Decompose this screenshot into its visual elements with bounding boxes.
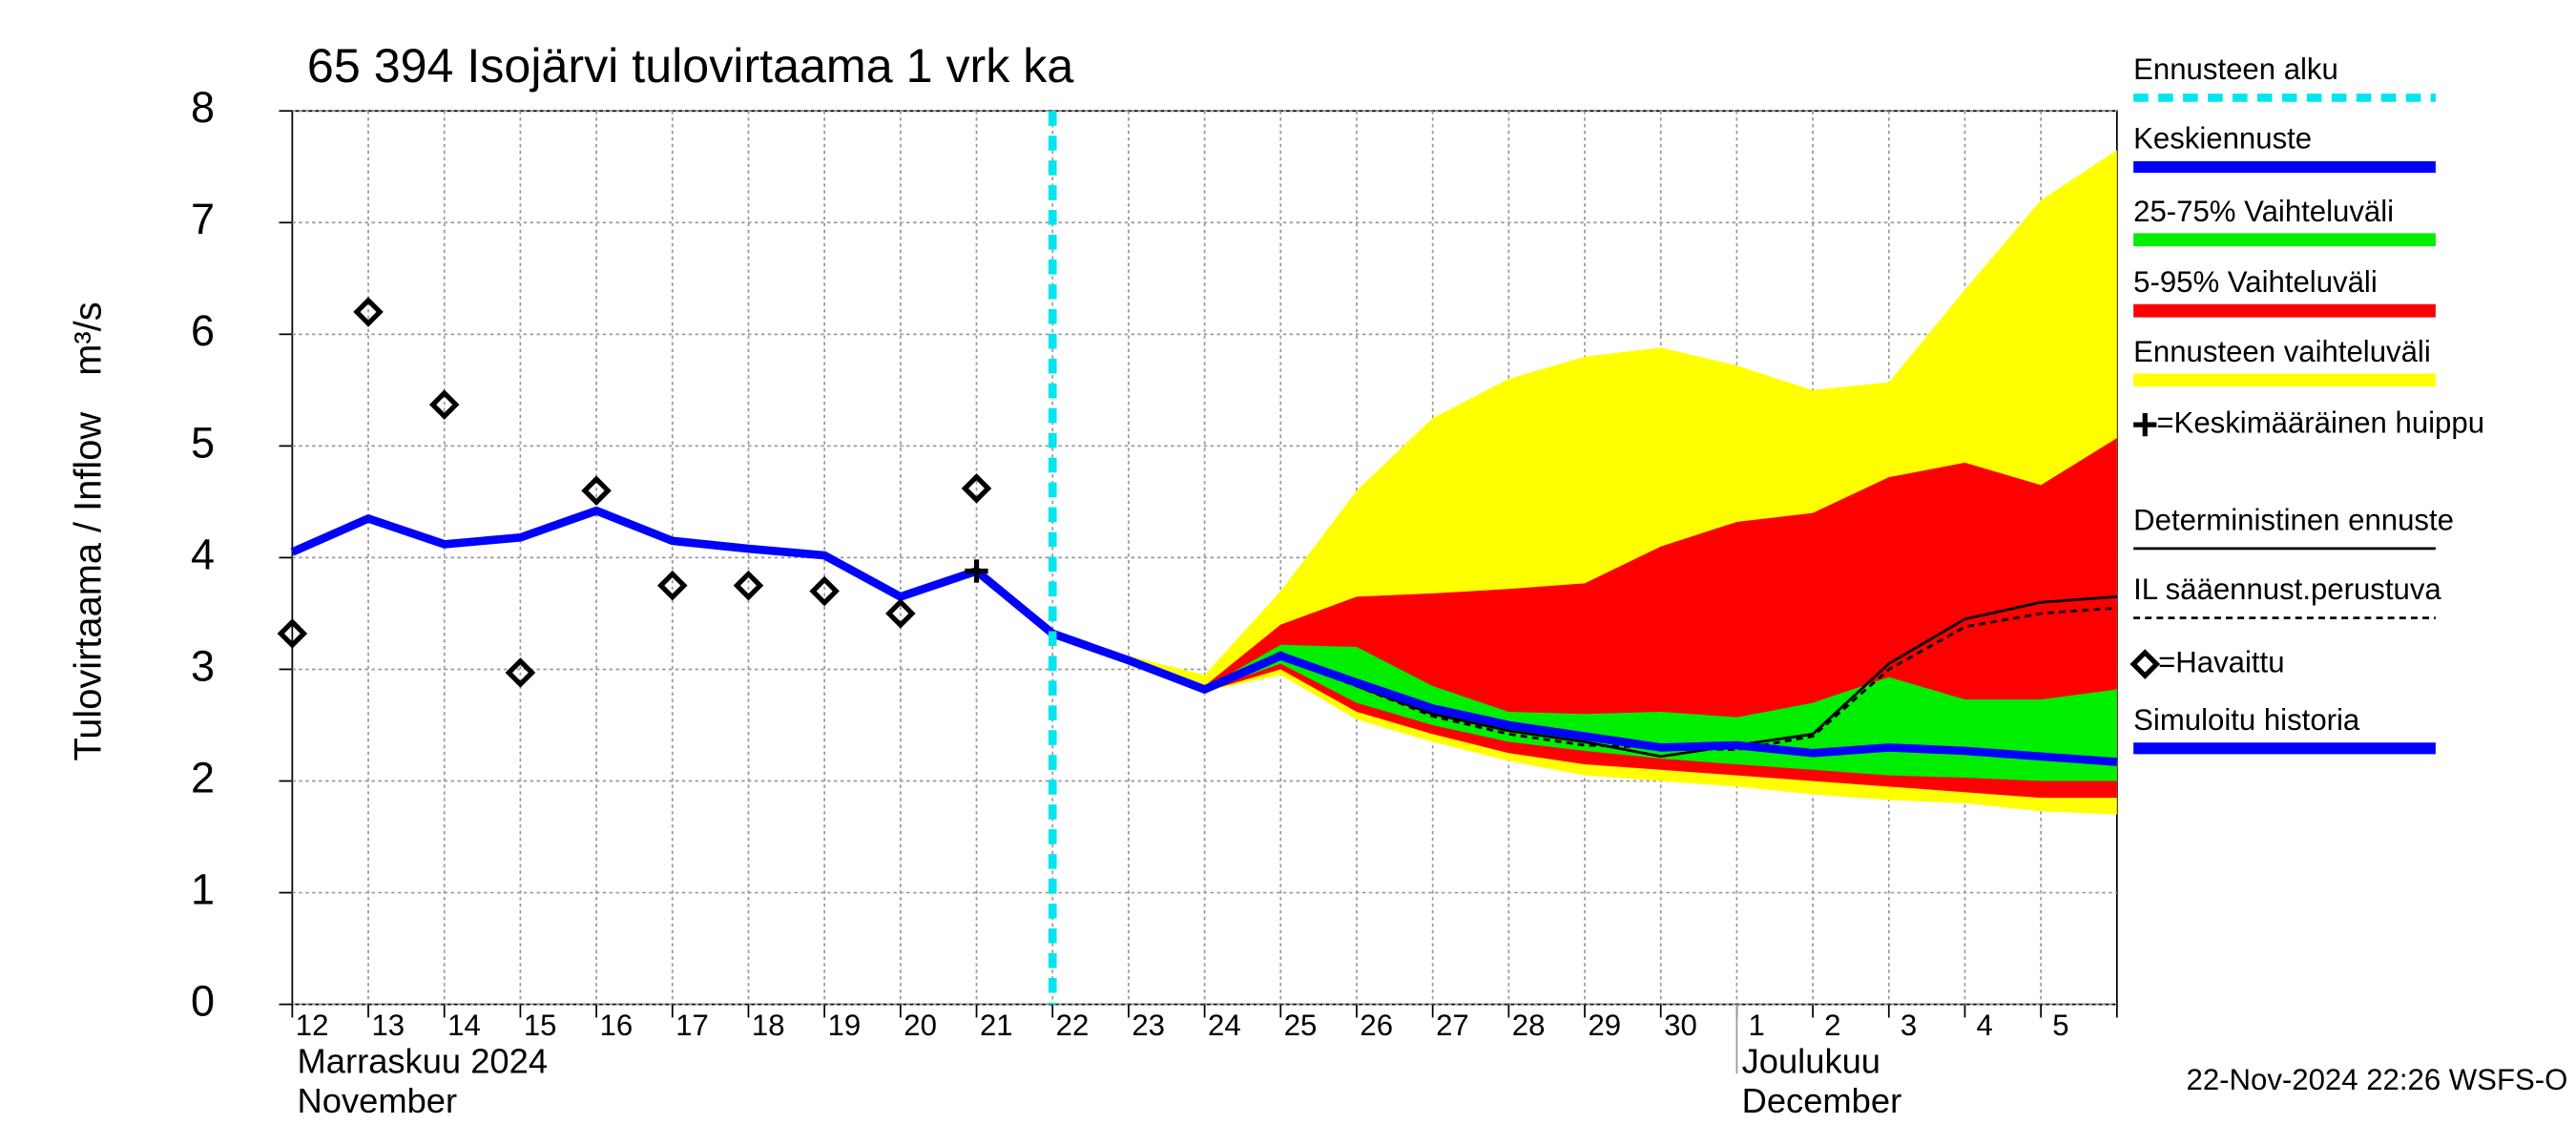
legend-label: 25-75% Vaihteluväli (2133, 195, 2394, 228)
observed-point (277, 618, 308, 649)
footer: 22-Nov-2024 22:26 WSFS-O (2187, 1063, 2568, 1096)
x-tick-label: 1 (1749, 1009, 1765, 1042)
line (290, 506, 1055, 637)
x-tick-label: 4 (1977, 1009, 1993, 1042)
x-tick-label: 12 (296, 1009, 329, 1042)
x-tick-label: 13 (371, 1009, 405, 1042)
x-tick-label: 20 (904, 1009, 937, 1042)
legend-label: 5-95% Vaihteluväli (2133, 265, 2378, 299)
y-tick-label: 6 (191, 306, 215, 355)
observed-point (809, 575, 840, 607)
x-tick-label: 16 (600, 1009, 634, 1042)
y-tick-label: 2 (191, 753, 215, 802)
x-tick-label: 3 (1901, 1009, 1917, 1042)
x-tick-label: 14 (447, 1009, 481, 1042)
legend-swatch (2133, 412, 2157, 437)
observed-point (656, 570, 688, 601)
legend-label: Deterministinen ennuste (2133, 503, 2454, 536)
observed-point (353, 297, 384, 327)
observed-point (733, 570, 764, 601)
y-tick-label: 8 (191, 83, 215, 132)
x-tick-label: 28 (1512, 1009, 1546, 1042)
x-tick-label: 21 (980, 1009, 1013, 1042)
x-tick-label: 17 (675, 1009, 709, 1042)
legend-label: Ennusteen alku (2133, 52, 2338, 86)
x-tick-label: 15 (524, 1009, 557, 1042)
x-tick-label: 24 (1208, 1009, 1241, 1042)
x-tick-label: 26 (1360, 1009, 1393, 1042)
x-tick-label: 30 (1664, 1009, 1697, 1042)
legend-label: =Havaittu (2158, 645, 2284, 678)
line (1050, 629, 2118, 766)
legend-label: =Keskimääräinen huippu (2156, 406, 2484, 439)
x-tick-label: 25 (1284, 1009, 1318, 1042)
observed-point (961, 473, 992, 504)
x-tick-label: 2 (1824, 1009, 1840, 1042)
y-tick-label: 1 (191, 864, 215, 913)
month-label: Marraskuu 2024 (298, 1041, 549, 1080)
legend-label: Simuloitu historia (2133, 703, 2360, 737)
x-tick-label: 23 (1132, 1009, 1165, 1042)
x-tick-label: 19 (828, 1009, 862, 1042)
observed-point (581, 475, 612, 506)
legend-label: IL sääennust.perustuva (2133, 572, 2441, 606)
peak-marker (965, 559, 988, 583)
y-axis-unit: m³/s (68, 302, 110, 375)
month-label: Joulukuu (1742, 1041, 1880, 1080)
observed-point (885, 598, 916, 629)
month-label: December (1742, 1081, 1902, 1120)
y-tick-label: 3 (191, 641, 215, 690)
x-tick-label: 5 (2052, 1009, 2068, 1042)
x-tick-label: 18 (752, 1009, 785, 1042)
y-axis-label: Tulovirtaama / Inflow (68, 412, 110, 761)
legend-label: Keskiennuste (2133, 122, 2312, 156)
legend-label: Ennusteen vaihteluväli (2133, 335, 2431, 368)
observed-point (428, 389, 460, 420)
x-tick-label: 22 (1056, 1009, 1090, 1042)
x-tick-label: 27 (1436, 1009, 1469, 1042)
y-tick-label: 0 (191, 976, 215, 1025)
x-tick-label: 29 (1588, 1009, 1621, 1042)
observed-point (505, 657, 536, 688)
y-tick-label: 7 (191, 195, 215, 243)
chart-title: 65 394 Isojärvi tulovirtaama 1 vrk ka (307, 39, 1073, 93)
month-label: November (298, 1081, 458, 1120)
y-tick-label: 5 (191, 418, 215, 467)
legend-swatch (2129, 649, 2161, 679)
y-tick-label: 4 (191, 530, 215, 578)
